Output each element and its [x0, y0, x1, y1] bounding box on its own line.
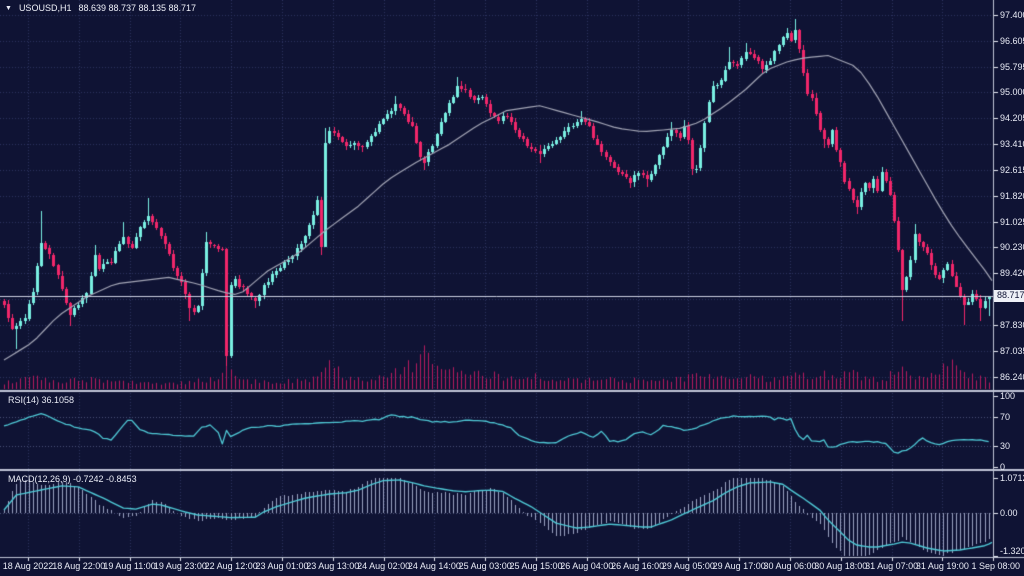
time-axis-label: 18 Aug 2022 — [2, 561, 54, 571]
time-axis-label: 23 Aug 01:00 — [255, 561, 309, 571]
price-axis-label: 91.025 — [1000, 217, 1024, 227]
price-axis-label: 93.410 — [1000, 139, 1024, 149]
time-axis-label: 24 Aug 14:00 — [407, 561, 461, 571]
time-axis-label: 26 Aug 16:00 — [611, 561, 665, 571]
price-axis-label: 95.000 — [1000, 87, 1024, 97]
ohlc-values: 88.639 88.737 88.135 88.717 — [78, 3, 197, 13]
price-axis-label: 87.830 — [1000, 320, 1024, 330]
time-axis-label: 30 Aug 18:00 — [814, 561, 868, 571]
price-axis-label: 92.615 — [1000, 165, 1024, 175]
symbol-marker-icon[interactable]: ▼ — [5, 4, 12, 12]
time-axis-label: 19 Aug 23:00 — [153, 561, 207, 571]
price-axis-label: 90.230 — [1000, 242, 1024, 252]
time-axis-label: 24 Aug 02:00 — [357, 561, 411, 571]
time-axis-label: 29 Aug 05:00 — [661, 561, 715, 571]
price-axis-label: 91.820 — [1000, 191, 1024, 201]
time-axis-label: 23 Aug 13:00 — [306, 561, 360, 571]
price-axis-label: 94.205 — [1000, 113, 1024, 123]
price-axis-label: 89.420 — [1000, 268, 1024, 278]
rsi-level-label: 70 — [1000, 412, 1011, 422]
rsi-level-label: 30 — [1000, 441, 1011, 451]
macd-level-label: 1.0712 — [1000, 473, 1024, 483]
time-axis-label: 25 Aug 15:00 — [509, 561, 563, 571]
time-axis-label: 22 Aug 12:00 — [204, 561, 258, 571]
price-axis-label: 95.795 — [1000, 62, 1024, 72]
time-axis-label: 26 Aug 04:00 — [560, 561, 614, 571]
chart-title: ▼ USOUSD,H1 88.639 88.737 88.135 88.717 — [5, 3, 196, 13]
current-price-tag: 88.717 — [994, 290, 1024, 302]
time-axis-label: 29 Aug 17:00 — [712, 561, 766, 571]
time-axis-label: 1 Sep 08:00 — [971, 561, 1020, 571]
rsi-indicator-label: RSI(14) 36.1058 — [8, 395, 75, 405]
macd-level-label: 0.00 — [1000, 508, 1018, 518]
price-axis-label: 86.240 — [1000, 372, 1024, 382]
time-axis-label: 31 Aug 07:00 — [865, 561, 919, 571]
macd-indicator-label: MACD(12,26,9) -0.7242 -0.8453 — [8, 474, 137, 484]
rsi-level-label: 0 — [1000, 462, 1006, 472]
time-axis-label: 19 Aug 11:00 — [103, 561, 156, 571]
macd-level-label: -1.3208 — [1000, 546, 1024, 556]
price-axis-label: 96.605 — [1000, 36, 1024, 46]
time-axis-label: 31 Aug 19:00 — [915, 561, 969, 571]
time-axis-label: 30 Aug 06:00 — [763, 561, 817, 571]
time-axis-label: 18 Aug 22:00 — [52, 561, 106, 571]
symbol-timeframe: USOUSD,H1 — [18, 3, 72, 13]
price-axis-label: 97.400 — [1000, 10, 1024, 20]
price-axis-label: 87.035 — [1000, 346, 1024, 356]
time-axis-label: 25 Aug 03:00 — [458, 561, 512, 571]
rsi-level-label: 100 — [1000, 391, 1016, 401]
